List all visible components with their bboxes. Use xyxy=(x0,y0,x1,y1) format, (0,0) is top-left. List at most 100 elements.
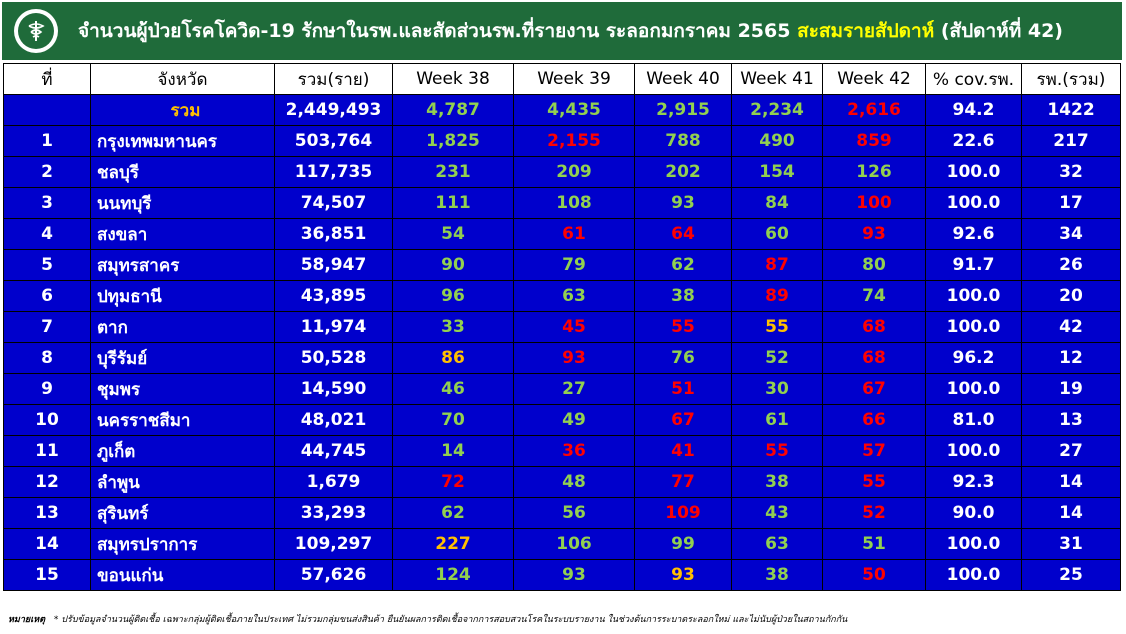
province-name: สมุทรปราการ xyxy=(90,528,275,560)
week-value: 74 xyxy=(822,280,926,312)
table-header-row: ที่ จังหวัด รวม(ราย) Week 38 Week 39 Week 40 W… xyxy=(3,63,1121,95)
week-value: 49 xyxy=(513,404,635,436)
week-value: 67 xyxy=(634,404,732,436)
week-value: 38 xyxy=(731,466,823,498)
hospital-coverage: 100.0 xyxy=(925,559,1022,591)
total-cumulative: 2,449,493 xyxy=(274,94,393,126)
week-value: 63 xyxy=(731,528,823,560)
row-number: 10 xyxy=(3,404,91,436)
week-value: 55 xyxy=(731,311,823,343)
row-number: 9 xyxy=(3,373,91,405)
table-row: 4 สงขลา 36,851 54 61 64 60 93 92.6 34 xyxy=(3,218,1121,250)
row-number: 1 xyxy=(3,125,91,157)
table-row: 7 ตาก 11,974 33 45 55 55 68 100.0 42 xyxy=(3,311,1121,343)
hospital-coverage: 100.0 xyxy=(925,187,1022,219)
cumulative-total: 36,851 xyxy=(274,218,393,250)
week-value: 38 xyxy=(634,280,732,312)
table-row: 5 สมุทรสาคร 58,947 90 79 62 87 80 91.7 26 xyxy=(3,249,1121,281)
table-row: 12 ลำพูน 1,679 72 48 77 38 55 92.3 14 xyxy=(3,466,1121,498)
week-value: 227 xyxy=(392,528,514,560)
table-row: 10 นครราชสีมา 48,021 70 49 67 61 66 81.0 13 xyxy=(3,404,1121,436)
week-value: 51 xyxy=(634,373,732,405)
column-header: ที่ xyxy=(3,63,91,95)
week-value: 45 xyxy=(513,311,635,343)
column-header: Week 42 xyxy=(822,63,926,95)
week-value: 51 xyxy=(822,528,926,560)
table-row: 3 นนทบุรี 74,507 111 108 93 84 100 100.0 17 xyxy=(3,187,1121,219)
province-name: ปทุมธานี xyxy=(90,280,275,312)
cumulative-total: 503,764 xyxy=(274,125,393,157)
hospital-count: 17 xyxy=(1021,187,1121,219)
week-value: 202 xyxy=(634,156,732,188)
week-value: 36 xyxy=(513,435,635,467)
week-value: 76 xyxy=(634,342,732,374)
hospital-coverage: 96.2 xyxy=(925,342,1022,374)
hospital-coverage: 100.0 xyxy=(925,435,1022,467)
week-value: 48 xyxy=(513,466,635,498)
hospital-count: 25 xyxy=(1021,559,1121,591)
row-number: 13 xyxy=(3,497,91,529)
row-number: 4 xyxy=(3,218,91,250)
hospital-coverage: 81.0 xyxy=(925,404,1022,436)
column-header: Week 41 xyxy=(731,63,823,95)
week-value: 154 xyxy=(731,156,823,188)
province-name: นนทบุรี xyxy=(90,187,275,219)
week-value: 72 xyxy=(392,466,514,498)
week-value: 14 xyxy=(392,435,514,467)
week-value: 108 xyxy=(513,187,635,219)
column-header: รพ.(รวม) xyxy=(1021,63,1121,95)
week-value: 93 xyxy=(634,187,732,219)
province-name: สุรินทร์ xyxy=(90,497,275,529)
cumulative-total: 58,947 xyxy=(274,249,393,281)
header-banner: จำนวนผู้ป่วยโรคโควิด-19 รักษาในรพ.และสัด… xyxy=(2,2,1122,60)
footnote-label: หมายเหตุ xyxy=(8,615,46,625)
row-number: 2 xyxy=(3,156,91,188)
week-value: 67 xyxy=(822,373,926,405)
week-value: 52 xyxy=(822,497,926,529)
page-title: จำนวนผู้ป่วยโรคโควิด-19 รักษาในรพ.และสัด… xyxy=(78,16,1063,46)
title-highlight: สะสมรายสัปดาห์ xyxy=(797,20,935,42)
week-value: 63 xyxy=(513,280,635,312)
province-name: ตาก xyxy=(90,311,275,343)
week-value: 61 xyxy=(513,218,635,250)
column-header: % cov.รพ. xyxy=(925,63,1022,95)
hospital-count: 32 xyxy=(1021,156,1121,188)
column-header: Week 39 xyxy=(513,63,635,95)
week-value: 788 xyxy=(634,125,732,157)
hospital-coverage: 92.6 xyxy=(925,218,1022,250)
week-value: 99 xyxy=(634,528,732,560)
week-value: 46 xyxy=(392,373,514,405)
cumulative-total: 33,293 xyxy=(274,497,393,529)
week-value: 124 xyxy=(392,559,514,591)
week-value: 33 xyxy=(392,311,514,343)
row-number: 15 xyxy=(3,559,91,591)
cumulative-total: 57,626 xyxy=(274,559,393,591)
week-value: 68 xyxy=(822,342,926,374)
week-value: 93 xyxy=(634,559,732,591)
total-row: รวม 2,449,493 4,787 4,435 2,915 2,234 2,616 94.… xyxy=(3,94,1121,126)
row-number: 12 xyxy=(3,466,91,498)
table-row: 15 ขอนแก่น 57,626 124 93 93 38 50 100.0 25 xyxy=(3,559,1121,591)
week-value: 66 xyxy=(822,404,926,436)
cumulative-total: 44,745 xyxy=(274,435,393,467)
week-value: 90 xyxy=(392,249,514,281)
province-name: นครราชสีมา xyxy=(90,404,275,436)
week-value: 27 xyxy=(513,373,635,405)
week-value: 86 xyxy=(392,342,514,374)
province-name: สมุทรสาคร xyxy=(90,249,275,281)
cumulative-total: 43,895 xyxy=(274,280,393,312)
week-value: 62 xyxy=(392,497,514,529)
week-value: 79 xyxy=(513,249,635,281)
table-row: 11 ภูเก็ต 44,745 14 36 41 55 57 100.0 27 xyxy=(3,435,1121,467)
province-name: ชลบุรี xyxy=(90,156,275,188)
province-name: ชุมพร xyxy=(90,373,275,405)
hospital-count: 31 xyxy=(1021,528,1121,560)
hospital-count: 27 xyxy=(1021,435,1121,467)
hospital-coverage: 100.0 xyxy=(925,311,1022,343)
week-value: 64 xyxy=(634,218,732,250)
table-row: 9 ชุมพร 14,590 46 27 51 30 67 100.0 19 xyxy=(3,373,1121,405)
row-number: 14 xyxy=(3,528,91,560)
cumulative-total: 11,974 xyxy=(274,311,393,343)
hospital-count: 12 xyxy=(1021,342,1121,374)
week-value: 93 xyxy=(822,218,926,250)
